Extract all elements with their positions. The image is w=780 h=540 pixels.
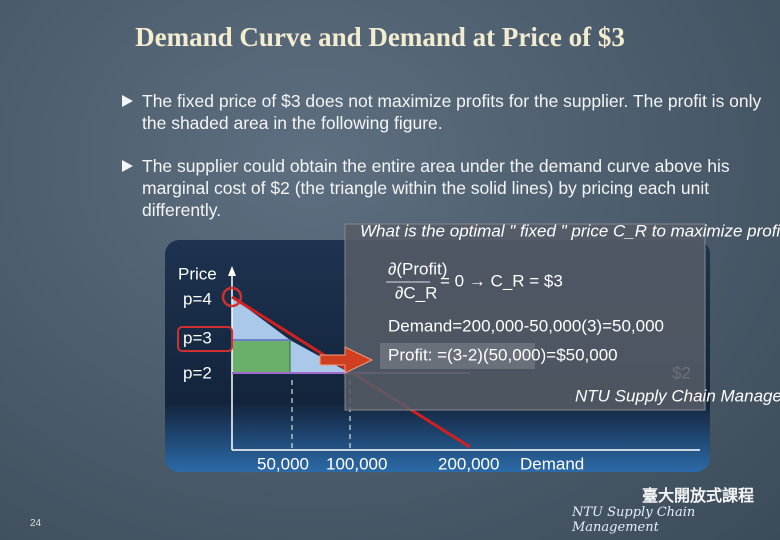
price-label: p=3	[183, 328, 212, 347]
arrow	[228, 266, 236, 276]
highlight-box	[380, 343, 535, 369]
axis-label: Demand	[520, 454, 584, 473]
equation: = 0 → C_R = $3	[440, 271, 563, 290]
bullet: The supplier could obtain the entire are…	[122, 155, 762, 221]
equation: ∂(Profit)	[388, 259, 447, 278]
overlay: What is the optimal " fixed " price C_R …	[319, 221, 780, 411]
x-label: 50,000	[257, 454, 309, 473]
equation: Profit: =(3-2)(50,000)=$50,000	[388, 345, 618, 364]
brand: NTU Supply Chain Management	[572, 505, 696, 535]
x-label: 100,000	[326, 454, 387, 473]
highlight	[221, 286, 243, 308]
overlay-footer: NTU Supply Chain Management	[575, 386, 780, 405]
price-label: p=2	[183, 363, 212, 382]
overlay-panel	[344, 223, 706, 411]
arrow	[319, 346, 374, 374]
highlight	[177, 326, 233, 352]
axis-label: Price	[178, 264, 217, 283]
equation: Demand=200,000-50,000(3)=50,000	[388, 316, 664, 335]
price-label: p=4	[183, 289, 212, 308]
equation: ∂C_R	[395, 283, 437, 302]
x-label: 200,000	[438, 454, 499, 473]
slide-title: Demand Curve and Demand at Price of $3	[135, 22, 625, 52]
page-number: 24	[30, 518, 42, 529]
logo-text: 臺大開放式課程	[642, 486, 755, 505]
profit-area	[231, 339, 291, 374]
overlay-question: What is the optimal " fixed " price C_R …	[360, 221, 780, 240]
bullet: The fixed price of $3 does not maximize …	[122, 90, 762, 134]
